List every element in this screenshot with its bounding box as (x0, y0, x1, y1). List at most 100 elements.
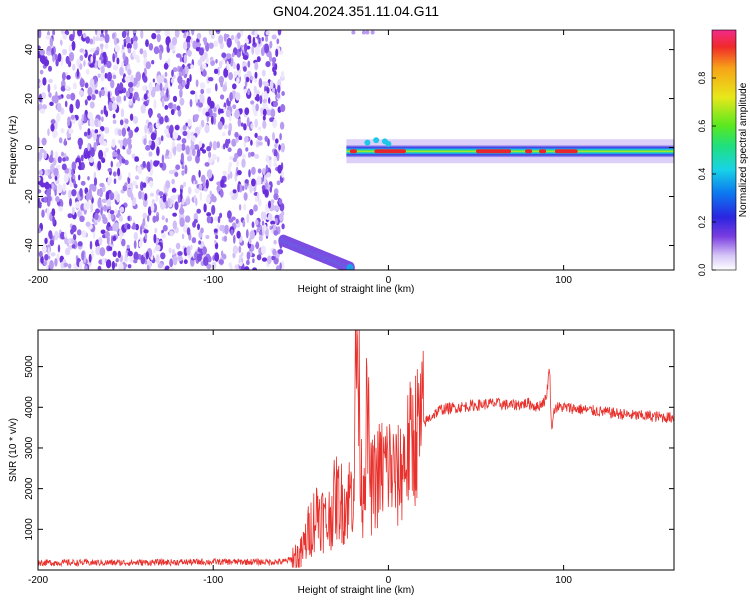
noise-blob (71, 161, 77, 171)
noise-blob (133, 251, 139, 261)
noise-blob (132, 30, 137, 34)
noise-blob (148, 43, 154, 51)
noise-blob (76, 68, 80, 78)
noise-blob (95, 36, 100, 42)
noise-blob (114, 208, 118, 215)
noise-blob (222, 132, 226, 137)
noise-blob (46, 198, 51, 207)
noise-blob (133, 80, 137, 87)
noise-blob (179, 217, 185, 228)
noise-blob (219, 212, 223, 219)
noise-blob (140, 254, 146, 265)
noise-blob (132, 116, 139, 124)
noise-blob (186, 130, 191, 140)
noise-blob (111, 102, 118, 111)
noise-blob (57, 53, 62, 62)
noise-blob (265, 61, 271, 68)
noise-blob (168, 151, 173, 159)
noise-blob (210, 33, 215, 39)
noise-blob (90, 55, 94, 63)
noise-blob (149, 180, 154, 187)
noise-blob (215, 83, 218, 92)
noise-blob (196, 148, 201, 158)
noise-blob (135, 126, 139, 132)
noise-blob (47, 169, 51, 175)
noise-blob (254, 132, 258, 138)
noise-blob (266, 87, 270, 94)
noise-blob (266, 172, 271, 178)
noise-blob (271, 255, 276, 261)
noise-blob (220, 78, 224, 88)
noise-blob (197, 223, 200, 231)
noise-blob (210, 115, 214, 125)
noise-blob (100, 229, 106, 235)
noise-blob (107, 176, 112, 184)
noise-blob (132, 35, 138, 43)
noise-blob (245, 147, 249, 152)
noise-blob (44, 181, 50, 190)
noise-blob (179, 88, 183, 99)
noise-blob (242, 55, 249, 60)
noise-blob (68, 189, 72, 199)
noise-blob (172, 255, 178, 266)
noise-blob (227, 129, 231, 136)
noise-blob (164, 265, 170, 270)
noise-blob (124, 118, 129, 125)
noise-blob (129, 113, 134, 121)
noise-blob (198, 240, 202, 245)
noise-blob (237, 170, 242, 176)
noise-blob (56, 112, 61, 123)
noise-blob (68, 44, 73, 53)
noise-blob (266, 155, 269, 163)
noise-blob (64, 231, 67, 239)
noise-blob (53, 84, 57, 91)
noise-blob (270, 220, 276, 225)
colorbar-tick-label: 0.6 (697, 120, 707, 133)
noise-blob (272, 132, 275, 141)
noise-blob (72, 63, 76, 71)
noise-blob (107, 71, 112, 82)
noise-blob (113, 178, 117, 185)
noise-blob (127, 47, 132, 54)
noise-blob (182, 41, 188, 51)
noise-blob (41, 244, 47, 253)
y-tick-label: 40 (24, 44, 35, 56)
noise-blob (214, 239, 217, 245)
noise-blob (127, 68, 132, 76)
noise-blob (231, 138, 237, 147)
noise-blob (155, 83, 161, 92)
noise-blob (103, 151, 107, 159)
noise-blob (151, 32, 157, 40)
noise-blob (238, 245, 242, 253)
noise-blob (161, 97, 165, 108)
noise-blob (116, 57, 120, 65)
noise-blob (118, 129, 122, 137)
noise-blob (145, 144, 151, 151)
noise-blob (222, 170, 228, 176)
noise-blob (251, 221, 255, 228)
noise-blob (252, 258, 255, 264)
noise-blob (69, 34, 75, 42)
noise-blob (145, 251, 149, 260)
noise-blob (89, 117, 95, 128)
noise-blob (213, 68, 219, 75)
noise-blob (210, 59, 216, 66)
noise-blob (119, 119, 124, 126)
noise-blob (205, 57, 209, 66)
noise-blob (177, 251, 183, 256)
noise-blob (60, 231, 66, 240)
y-tick-label: 4000 (24, 396, 35, 419)
noise-blob (151, 60, 155, 65)
noise-blob (123, 95, 127, 102)
noise-blob (150, 132, 157, 141)
noise-blob (141, 191, 145, 201)
noise-blob (143, 138, 147, 146)
noise-blob (112, 113, 116, 119)
noise-blob (198, 47, 204, 56)
noise-blob (50, 119, 56, 125)
noise-blob (281, 260, 285, 270)
noise-blob (63, 138, 67, 146)
noise-blob (100, 30, 104, 34)
noise-blob (212, 116, 217, 125)
colorbar: 0.0 0.2 0.4 0.6 0.8 Normalized spectral ampl… (697, 29, 749, 276)
